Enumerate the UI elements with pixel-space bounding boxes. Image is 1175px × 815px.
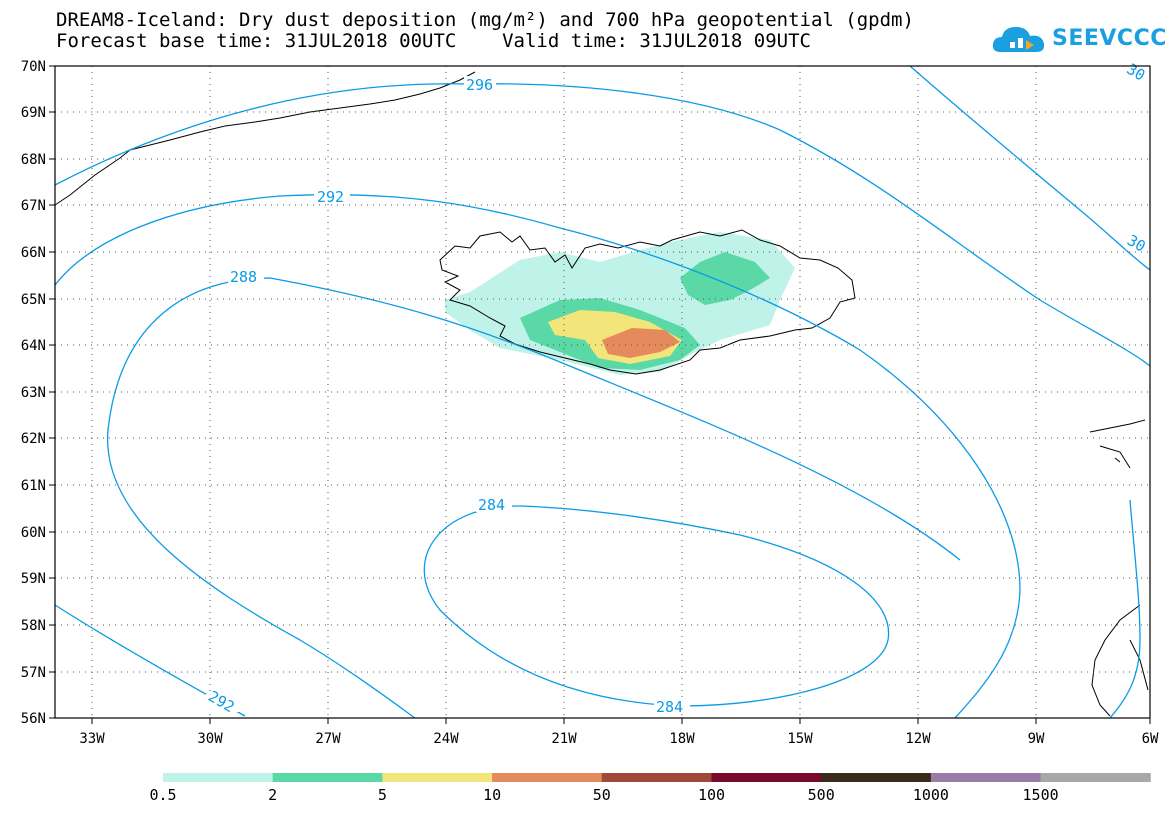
contour-label-284-top: 284 — [478, 496, 505, 514]
lat-label: 60N — [21, 525, 46, 541]
colorbar-label: 5 — [378, 786, 387, 804]
latitude-labels: 70N 69N 68N 67N 66N 65N 64N 63N 62N 61N … — [21, 59, 46, 727]
lon-label: 21W — [551, 731, 577, 747]
contour-label-292-north: 292 — [317, 188, 344, 206]
lon-label: 9W — [1028, 731, 1045, 747]
longitude-labels: 33W 30W 27W 24W 21W 18W 15W 12W 9W 6W — [79, 731, 1159, 747]
graticule — [55, 66, 1150, 718]
coast-iceland — [439, 229, 856, 375]
coast-greenland — [54, 71, 476, 206]
colorbar-label: 0.5 — [149, 786, 176, 804]
contour-300 — [909, 65, 1151, 271]
dust-deposition-layer — [445, 232, 795, 375]
contour-label-296: 296 — [466, 76, 493, 94]
chart-title-line-2: Forecast base time: 31JUL2018 00UTC Vali… — [56, 30, 811, 52]
tick-marks — [49, 65, 1151, 724]
colorbar: 0.5 2 5 10 50 100 500 1000 1500 — [149, 773, 1151, 804]
colorbar-label: 10 — [483, 786, 501, 804]
colorbar-swatch — [1040, 773, 1151, 782]
lat-label: 68N — [21, 152, 46, 168]
dust-shade-orange — [602, 328, 680, 358]
colorbar-swatch — [930, 773, 1042, 782]
lat-label: 64N — [21, 338, 46, 354]
contour-labels: 296 30 292 30 288 284 284 292 — [205, 60, 1150, 716]
lon-label: 18W — [669, 731, 695, 747]
lat-label: 57N — [21, 665, 46, 681]
colorbar-label: 2 — [268, 786, 277, 804]
lat-label: 58N — [21, 618, 46, 634]
lon-label: 30W — [197, 731, 223, 747]
logo-text: SEEVCCC — [1052, 26, 1167, 51]
coast-scotland — [1091, 604, 1149, 717]
lon-label: 15W — [787, 731, 813, 747]
coast-faroe — [1089, 419, 1146, 469]
geopotential-contours — [54, 65, 1151, 719]
lat-label: 65N — [21, 292, 46, 308]
contour-292-north — [54, 194, 1021, 719]
lon-label: 12W — [905, 731, 931, 747]
colorbar-label: 100 — [698, 786, 725, 804]
lon-label: 33W — [79, 731, 105, 747]
lon-label: 24W — [433, 731, 459, 747]
colorbar-swatch — [163, 773, 274, 782]
contour-label-284-bottom: 284 — [656, 698, 683, 716]
lon-label: 6W — [1142, 731, 1159, 747]
lat-label: 62N — [21, 431, 46, 447]
colorbar-label: 50 — [593, 786, 611, 804]
lat-label: 66N — [21, 245, 46, 261]
lat-label: 70N — [21, 59, 46, 75]
lat-label: 56N — [21, 711, 46, 727]
coastlines — [54, 71, 1149, 717]
contour-284 — [423, 505, 890, 707]
contour-gulf — [1109, 499, 1141, 719]
contour-288 — [107, 277, 961, 719]
colorbar-swatch — [601, 773, 712, 782]
contour-296 — [54, 83, 1151, 367]
lat-label: 69N — [21, 105, 46, 121]
colorbar-label: 500 — [808, 786, 835, 804]
colorbar-label: 1500 — [1023, 786, 1059, 804]
seevccc-logo: SEEVCCC — [990, 22, 1166, 56]
contour-label-288: 288 — [230, 268, 257, 286]
chart-title-line-1: DREAM8-Iceland: Dry dust deposition (mg/… — [56, 9, 914, 31]
colorbar-swatch — [272, 773, 383, 782]
colorbar-swatch — [821, 773, 932, 782]
cloud-icon — [992, 27, 1045, 52]
lat-label: 63N — [21, 385, 46, 401]
lat-label: 67N — [21, 198, 46, 214]
dust-shade-green-north — [680, 252, 770, 305]
colorbar-swatch — [382, 773, 493, 782]
colorbar-label: 1000 — [913, 786, 949, 804]
lon-label: 27W — [315, 731, 341, 747]
lat-label: 61N — [21, 478, 46, 494]
colorbar-swatch — [711, 773, 822, 782]
lat-label: 59N — [21, 571, 46, 587]
colorbar-swatch — [492, 773, 603, 782]
